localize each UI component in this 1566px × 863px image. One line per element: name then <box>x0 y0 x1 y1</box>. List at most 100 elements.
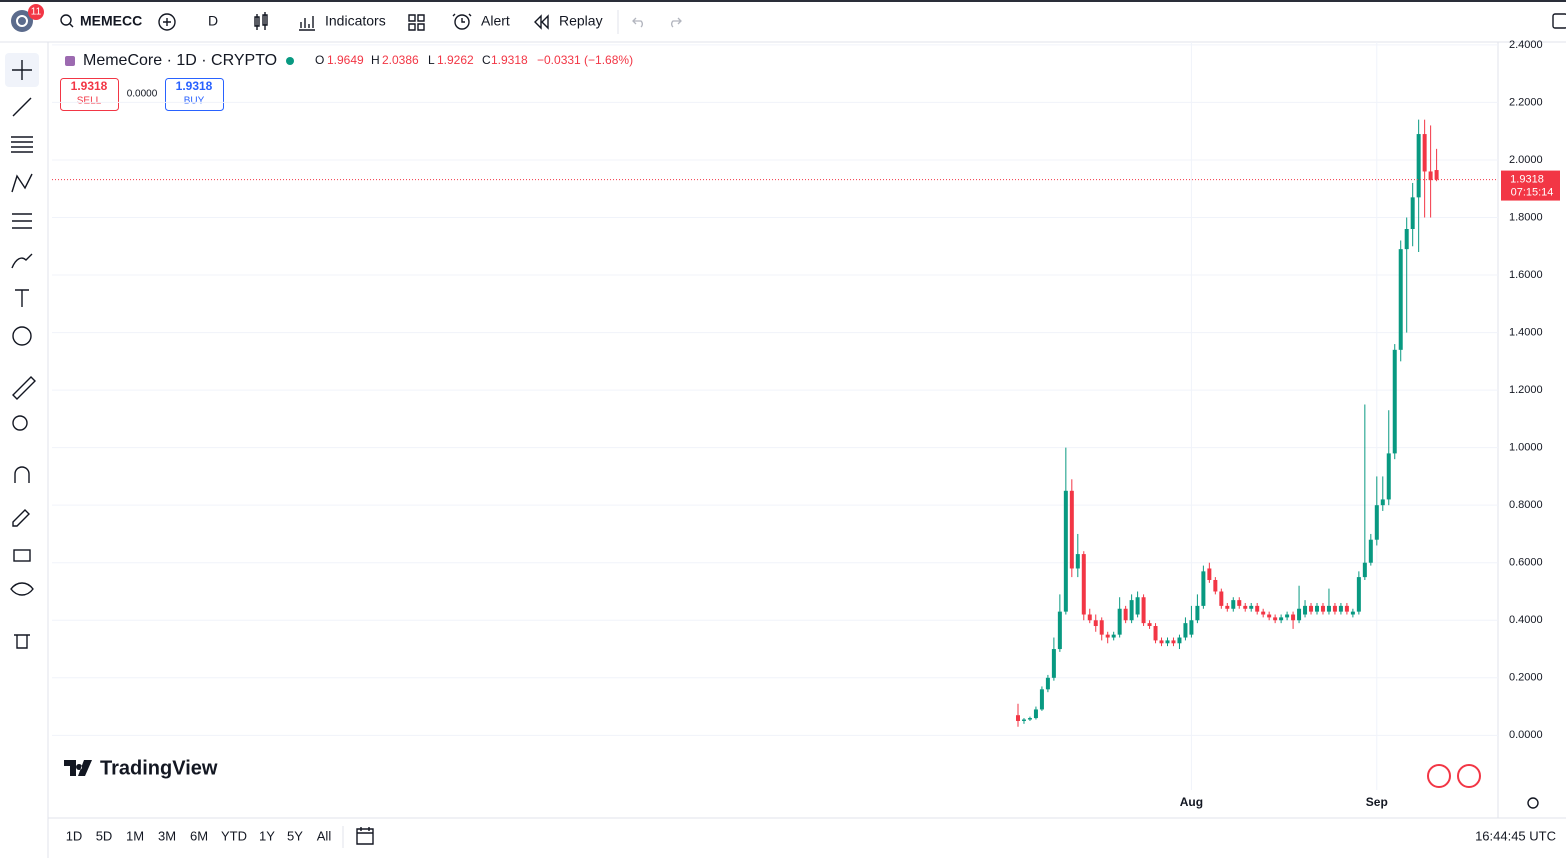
replay[interactable]: Replay <box>559 13 603 29</box>
text-tool[interactable] <box>15 289 29 307</box>
alert[interactable]: Alert <box>481 13 510 29</box>
range-button[interactable]: 5D <box>96 828 113 843</box>
candle-body <box>1231 600 1236 609</box>
sell-price: 1.9318 <box>71 79 108 93</box>
logo-text: TradingView <box>100 757 218 779</box>
interval[interactable]: D <box>208 13 218 29</box>
magnet-tool[interactable] <box>14 466 30 483</box>
y-tick-label: 2.4000 <box>1509 39 1543 51</box>
goto-date[interactable] <box>356 827 374 845</box>
y-tick-label: 0.0000 <box>1509 729 1543 741</box>
crosshair-tool[interactable] <box>12 60 32 80</box>
range-button[interactable]: 3M <box>158 828 176 843</box>
candle-body <box>1135 597 1140 615</box>
indicators[interactable]: Indicators <box>325 13 386 29</box>
fib-tool[interactable] <box>11 136 33 153</box>
candle-body <box>1410 197 1415 229</box>
forecast-tool[interactable] <box>12 213 32 229</box>
settings[interactable] <box>1527 797 1539 809</box>
range-button[interactable]: 1D <box>66 828 83 843</box>
alert-icon[interactable] <box>454 14 470 30</box>
redo[interactable] <box>671 17 682 28</box>
ohlc-change: −0.0331 (−1.68%) <box>537 53 633 67</box>
y-tick-label: 1.4000 <box>1509 326 1543 338</box>
badge-count: 11 <box>31 7 42 18</box>
candle-body <box>1344 605 1349 612</box>
range-button[interactable]: 6M <box>190 828 208 843</box>
add-symbol-glyph <box>163 18 171 26</box>
logo-mark <box>64 760 92 776</box>
candle-body <box>1291 614 1296 621</box>
candle-body <box>1398 249 1403 350</box>
y-tick-label: 0.4000 <box>1509 614 1543 626</box>
brush-tool[interactable] <box>11 253 33 269</box>
zoom-tool[interactable] <box>12 415 28 431</box>
range-button[interactable]: 1Y <box>259 828 275 843</box>
candle-body <box>1303 605 1308 615</box>
range-button[interactable]: 1M <box>126 828 144 843</box>
candle-body <box>1159 640 1164 644</box>
candle-body <box>1434 170 1439 180</box>
candle-body <box>1315 605 1319 612</box>
undo[interactable] <box>632 17 643 28</box>
candle-body <box>1368 539 1373 563</box>
range-button[interactable]: YTD <box>221 828 247 843</box>
candle-body <box>1309 605 1314 612</box>
y-tick-label: 0.6000 <box>1509 557 1543 569</box>
candle-body <box>1111 634 1116 638</box>
ohlc-label: O <box>315 53 324 67</box>
pattern-tool[interactable] <box>11 173 33 193</box>
drawing-toolbar <box>5 53 39 649</box>
candle-body <box>1027 718 1032 720</box>
avatar[interactable] <box>11 10 33 32</box>
add-symbol[interactable] <box>158 13 176 31</box>
measure-tool[interactable] <box>12 376 36 400</box>
ohlc-label: H <box>371 53 380 67</box>
price-tag-value: 1.9318 <box>1510 173 1544 185</box>
candle-body <box>1117 608 1122 635</box>
layouts-icon[interactable] <box>408 14 425 31</box>
candle-body <box>1261 611 1266 615</box>
lock-drawings[interactable] <box>12 509 30 527</box>
clock: 16:44:45 UTC <box>1475 828 1556 843</box>
ohlc-value: 1.9318 <box>491 53 528 67</box>
replay-icon[interactable] <box>534 14 549 30</box>
range-button[interactable]: 5Y <box>287 828 303 843</box>
event-flag[interactable] <box>1427 764 1451 788</box>
market-status <box>286 57 294 65</box>
candle-body <box>1177 637 1182 644</box>
indicators-icon[interactable] <box>299 16 315 31</box>
trendline-tool[interactable] <box>12 97 32 117</box>
candle-body <box>1267 614 1272 618</box>
candle-body <box>1285 614 1290 618</box>
candle-body <box>1039 689 1044 710</box>
candle-body <box>1416 134 1421 198</box>
countdown: 07:15:14 <box>1511 186 1554 198</box>
symbol[interactable]: MEMECC <box>80 13 142 29</box>
lock-tool[interactable] <box>13 549 31 562</box>
candle-body <box>1422 134 1427 172</box>
candle-body <box>1063 490 1068 612</box>
search-icon[interactable] <box>60 14 72 26</box>
candle-body <box>1279 617 1284 621</box>
hide-tool[interactable] <box>10 582 34 596</box>
x-tick-label: Sep <box>1366 795 1388 809</box>
candle-body <box>1392 349 1397 454</box>
candle-body <box>1428 171 1433 181</box>
y-tick-label: 0.8000 <box>1509 499 1543 511</box>
fullscreen[interactable] <box>1552 13 1566 29</box>
delete-tool[interactable] <box>14 634 30 649</box>
candle-body <box>1225 605 1230 609</box>
candle-body <box>1093 620 1098 627</box>
candle-body <box>1183 623 1188 638</box>
y-tick-label: 0.2000 <box>1509 672 1543 684</box>
x-tick-label: Aug <box>1180 795 1203 809</box>
chart-type[interactable] <box>254 12 268 30</box>
y-tick-label: 1.0000 <box>1509 442 1543 454</box>
event-flag[interactable] <box>1457 764 1481 788</box>
candle-body <box>1057 611 1062 650</box>
range-button[interactable]: All <box>317 828 332 843</box>
emoji-tool[interactable] <box>12 326 32 346</box>
candle-body <box>1016 715 1020 721</box>
candle-body <box>1075 554 1080 569</box>
